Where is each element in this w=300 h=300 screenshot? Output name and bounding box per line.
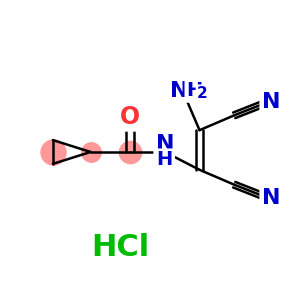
Text: O: O [120, 105, 140, 129]
Text: H: H [187, 81, 203, 100]
Text: N: N [262, 188, 280, 208]
Text: N: N [262, 92, 280, 112]
Text: H: H [157, 150, 173, 170]
Text: 2: 2 [197, 86, 208, 101]
Text: N: N [170, 81, 189, 100]
Text: HCl: HCl [91, 232, 149, 262]
Text: N: N [156, 134, 174, 154]
